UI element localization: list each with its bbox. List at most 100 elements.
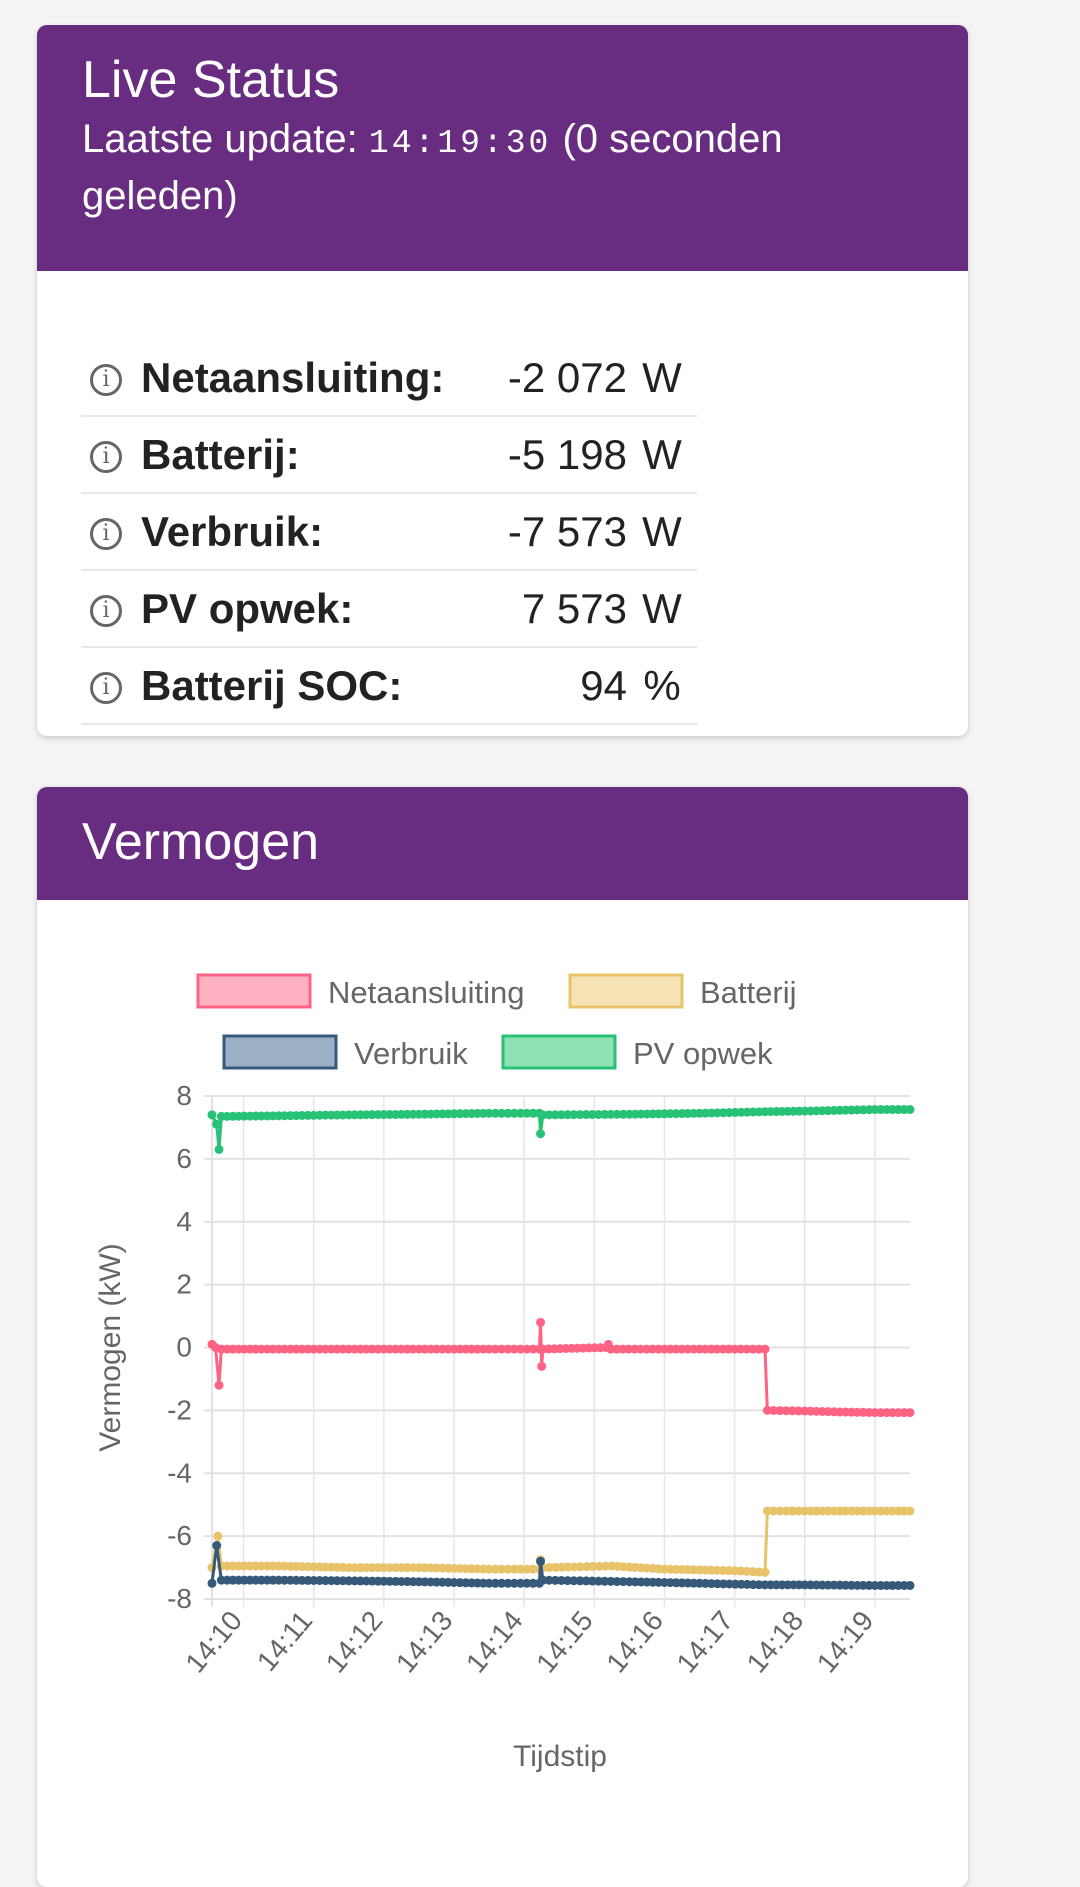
data-point [550, 1562, 560, 1572]
data-point [794, 1506, 804, 1516]
data-point [516, 1344, 526, 1354]
status-unit: W [627, 493, 697, 571]
data-point [612, 1109, 622, 1119]
y-axis-label: Vermogen (kW) [94, 1243, 127, 1451]
data-point [760, 1344, 770, 1354]
info-icon[interactable]: i [90, 518, 122, 551]
data-point [581, 1110, 591, 1120]
status-label: Batterij SOC: [131, 647, 477, 725]
info-icon[interactable]: i [90, 441, 122, 474]
data-point [601, 1561, 611, 1571]
data-point [516, 1578, 526, 1588]
data-point [593, 1109, 603, 1119]
data-point [503, 1344, 513, 1354]
data-point [490, 1564, 500, 1574]
legend-swatch [222, 1034, 338, 1070]
data-point [207, 1110, 217, 1120]
data-point [490, 1108, 500, 1118]
status-label: Verbruik: [131, 493, 477, 571]
info-cell: i [81, 647, 131, 725]
data-point [522, 1344, 532, 1354]
data-point [490, 1578, 500, 1588]
y-tick-label: 6 [176, 1143, 192, 1174]
status-label: Netaansluiting: [131, 340, 477, 417]
data-point [762, 1405, 772, 1415]
data-point [522, 1564, 532, 1574]
data-point [563, 1562, 573, 1572]
y-tick-label: -6 [167, 1520, 192, 1551]
data-point [207, 1578, 217, 1588]
status-value: -7 573 [477, 493, 627, 571]
status-value: -5 198 [477, 416, 627, 494]
legend-swatch [568, 973, 684, 1009]
y-tick-label: 2 [176, 1269, 192, 1300]
data-point [528, 1578, 538, 1588]
data-point [794, 1406, 804, 1416]
vermogen-header: Vermogen [37, 787, 968, 900]
data-point [569, 1110, 579, 1120]
status-row: i Netaansluiting: -2 072 W [81, 340, 697, 417]
data-point [497, 1564, 507, 1574]
data-point [600, 1109, 610, 1119]
data-point [582, 1562, 592, 1572]
legend-swatch [196, 973, 312, 1009]
status-value: 94 [477, 647, 627, 725]
status-label: PV opwek: [131, 570, 477, 648]
data-point [787, 1506, 797, 1516]
x-tick-label: 14:15 [530, 1605, 599, 1679]
data-point [781, 1506, 791, 1516]
data-point [484, 1578, 494, 1588]
x-tick-label: 14:11 [251, 1605, 318, 1677]
data-point [775, 1406, 785, 1416]
data-point [594, 1561, 604, 1571]
data-point [522, 1578, 532, 1588]
info-icon[interactable]: i [90, 672, 122, 705]
x-tick-label: 14:17 [670, 1605, 739, 1679]
data-point [214, 1380, 224, 1390]
data-point [484, 1564, 494, 1574]
series-pv-opwek [207, 1105, 915, 1154]
status-value: -2 072 [477, 340, 627, 417]
data-point [576, 1562, 586, 1572]
data-point [563, 1110, 573, 1120]
data-point [497, 1344, 507, 1354]
x-tick-label: 14:19 [811, 1605, 880, 1679]
last-update: Laatste update: 14:19:30 (0 seconden gel… [82, 113, 882, 222]
data-point [528, 1344, 538, 1354]
info-cell: i [81, 570, 131, 648]
x-tick-label: 14:18 [741, 1605, 810, 1679]
data-point [212, 1119, 222, 1129]
data-point [905, 1105, 915, 1115]
data-point [569, 1562, 579, 1572]
info-icon[interactable]: i [90, 364, 122, 397]
last-update-label: Laatste update: [82, 117, 358, 161]
data-point [509, 1108, 519, 1118]
x-tick-label: 14:12 [320, 1605, 389, 1679]
status-unit: W [627, 340, 697, 417]
data-point [509, 1344, 519, 1354]
data-point [769, 1506, 779, 1516]
data-point [516, 1564, 526, 1574]
info-icon[interactable]: i [90, 595, 122, 628]
status-row: i Verbruik: -7 573 W [81, 493, 697, 571]
y-tick-label: 8 [176, 1080, 192, 1111]
vermogen-title: Vermogen [82, 813, 320, 871]
data-point [775, 1506, 785, 1516]
status-row: i Batterij SOC: 94 % [81, 647, 697, 725]
x-axis-label: Tijdstip [513, 1740, 607, 1773]
data-point [606, 1109, 616, 1119]
data-point [544, 1562, 554, 1572]
data-point [490, 1344, 500, 1354]
data-point [484, 1344, 494, 1354]
live-status-card: Live Status Laatste update: 14:19:30 (0 … [37, 25, 968, 736]
data-point [905, 1506, 915, 1516]
data-point [587, 1110, 597, 1120]
data-point [905, 1580, 915, 1590]
data-point [214, 1144, 224, 1154]
x-tick-label: 14:14 [460, 1605, 529, 1679]
status-row: i Batterij: -5 198 W [81, 416, 697, 494]
status-unit: W [627, 570, 697, 648]
data-point [618, 1109, 628, 1119]
y-tick-label: -8 [167, 1583, 192, 1614]
